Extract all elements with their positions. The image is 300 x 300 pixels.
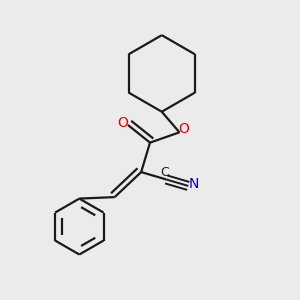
- Text: O: O: [178, 122, 189, 136]
- Text: O: O: [117, 116, 128, 130]
- Text: N: N: [189, 177, 200, 190]
- Text: C: C: [160, 167, 169, 179]
